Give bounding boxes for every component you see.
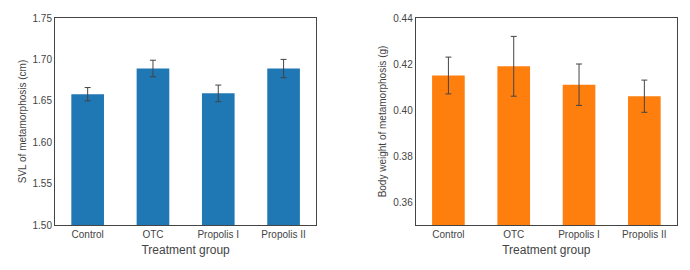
svg-text:1.75: 1.75 — [33, 13, 53, 24]
svg-text:1.55: 1.55 — [33, 178, 53, 189]
svg-text:1.50: 1.50 — [33, 220, 53, 231]
svg-text:1.70: 1.70 — [33, 54, 53, 65]
svg-text:Control: Control — [432, 229, 464, 240]
svg-text:Propolis I: Propolis I — [558, 229, 600, 240]
svg-text:0.44: 0.44 — [393, 13, 413, 24]
svg-text:Propolis II: Propolis II — [261, 229, 305, 240]
svg-text:Propolis I: Propolis I — [197, 229, 239, 240]
svg-text:Treatment group: Treatment group — [141, 243, 230, 257]
svg-text:0.36: 0.36 — [393, 197, 413, 208]
svg-text:0.42: 0.42 — [393, 59, 413, 70]
svg-text:SVL of metamorphosis (cm): SVL of metamorphosis (cm) — [17, 60, 28, 184]
svg-text:OTC: OTC — [503, 229, 524, 240]
svg-text:Control: Control — [72, 229, 104, 240]
svg-text:0.38: 0.38 — [393, 151, 413, 162]
svg-text:Body weight of metamorphosis (: Body weight of metamorphosis (g) — [377, 46, 388, 198]
svg-text:1.65: 1.65 — [33, 95, 53, 106]
svg-text:0.40: 0.40 — [393, 105, 413, 116]
svg-text:OTC: OTC — [142, 229, 163, 240]
svg-text:1.60: 1.60 — [33, 137, 53, 148]
svg-text:Propolis II: Propolis II — [622, 229, 666, 240]
svg-text:Treatment group: Treatment group — [502, 243, 591, 257]
